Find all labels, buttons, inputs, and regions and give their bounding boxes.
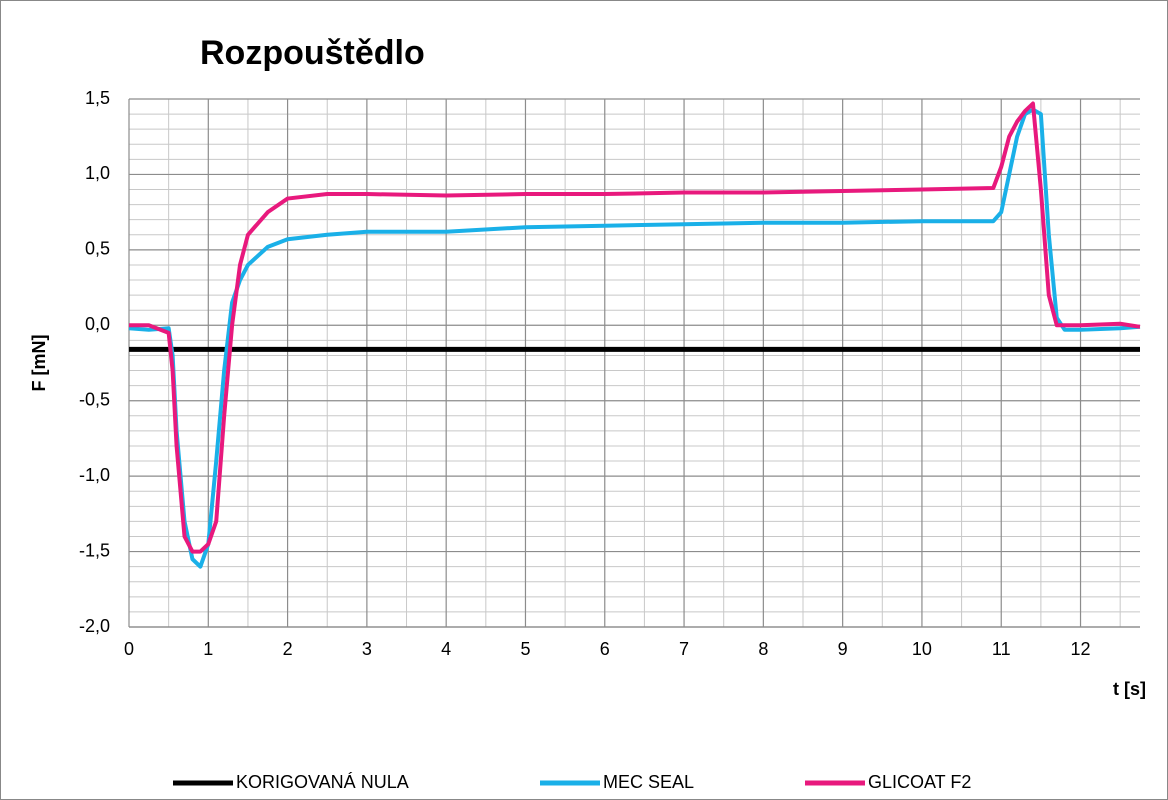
x-tick-label: 10 — [912, 639, 932, 659]
y-tick-label: 0,0 — [85, 314, 110, 334]
x-tick-label: 2 — [283, 639, 293, 659]
y-tick-label: 1,0 — [85, 163, 110, 183]
x-tick-label: 9 — [838, 639, 848, 659]
x-tick-label: 1 — [203, 639, 213, 659]
x-tick-label: 11 — [992, 639, 1011, 659]
y-axis-label: F [mN] — [29, 335, 49, 392]
chart-title: Rozpouštědlo — [200, 34, 425, 72]
y-tick-label: -1,5 — [79, 540, 110, 560]
series-line — [129, 101, 1141, 554]
x-tick-label: 5 — [520, 639, 530, 659]
x-tick-label: 7 — [679, 639, 689, 659]
x-axis-label: t [s] — [1113, 679, 1146, 699]
marks — [128, 101, 1141, 569]
grid — [128, 98, 1140, 628]
x-tick-label: 4 — [441, 639, 451, 659]
y-tick-label: 0,5 — [85, 239, 110, 259]
x-tick-label: 8 — [758, 639, 768, 659]
x-tick-label: 12 — [1071, 639, 1091, 659]
x-tick-label: 6 — [600, 639, 610, 659]
x-tick-label: 3 — [362, 639, 372, 659]
x-tick-label: 0 — [124, 639, 134, 659]
y-tick-label: -2,0 — [79, 616, 110, 636]
y-tick-label: -1,0 — [79, 465, 110, 485]
series-line — [128, 107, 1141, 569]
legend-label: KORIGOVANÁ NULA — [236, 772, 409, 792]
legend-label: GLICOAT F2 — [868, 772, 971, 792]
y-tick-label: -0,5 — [79, 389, 110, 409]
y-tick-label: 1,5 — [85, 88, 110, 108]
legend-label: MEC SEAL — [603, 772, 694, 792]
